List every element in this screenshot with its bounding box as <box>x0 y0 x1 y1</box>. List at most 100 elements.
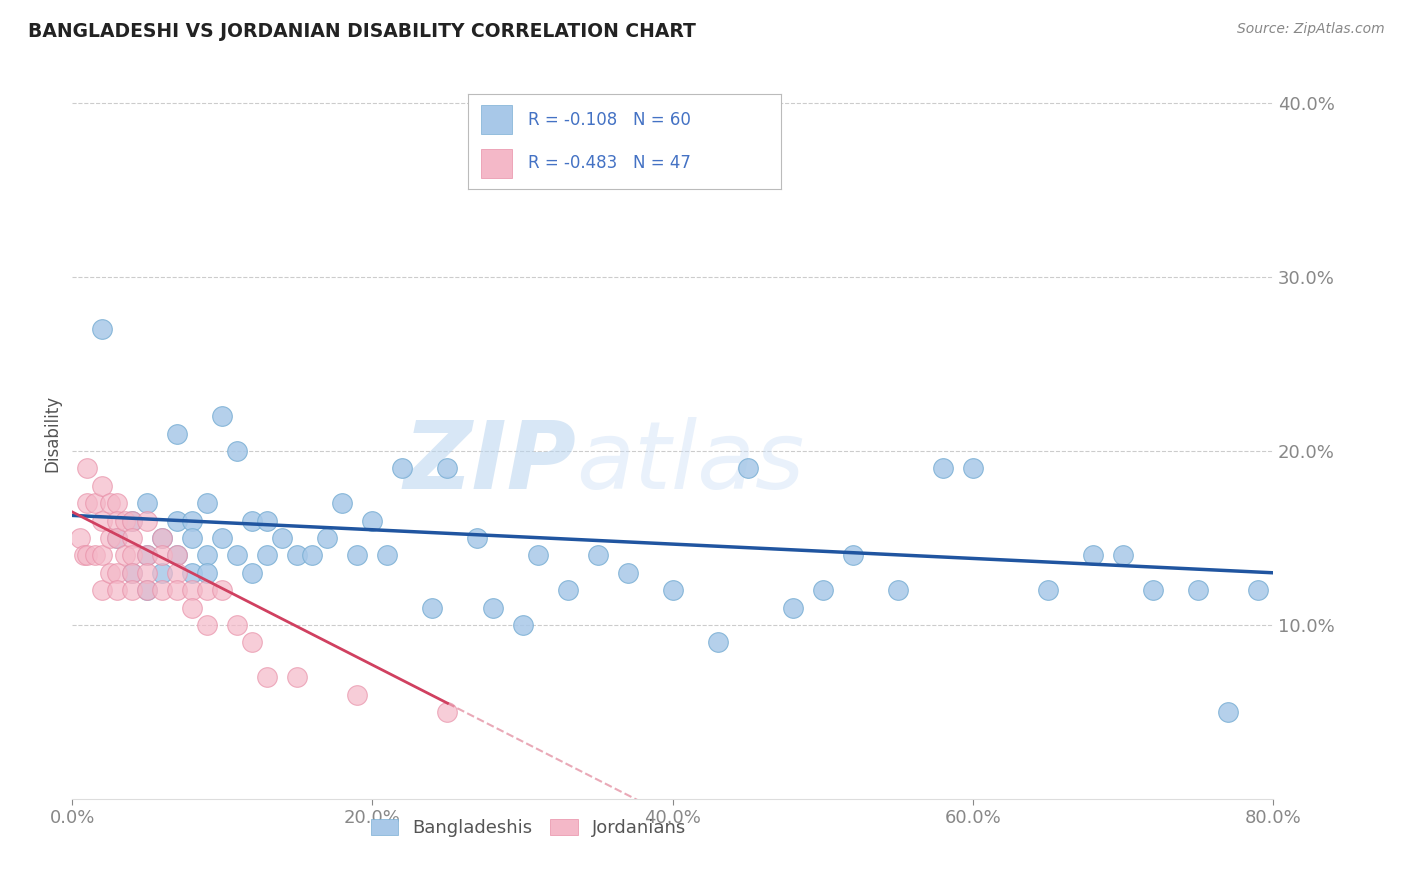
Point <box>332 496 354 510</box>
Point <box>181 583 204 598</box>
Point <box>316 531 339 545</box>
Point <box>150 583 173 598</box>
Point <box>195 618 218 632</box>
Point <box>422 600 444 615</box>
Point <box>136 496 159 510</box>
Point <box>526 549 548 563</box>
Point <box>121 549 143 563</box>
Point <box>98 496 121 510</box>
Point <box>287 670 309 684</box>
Text: Source: ZipAtlas.com: Source: ZipAtlas.com <box>1237 22 1385 37</box>
Point <box>91 549 114 563</box>
Point <box>76 496 98 510</box>
Point <box>226 618 249 632</box>
Point <box>166 583 188 598</box>
Point <box>105 583 128 598</box>
Y-axis label: Disability: Disability <box>44 395 60 472</box>
Point <box>76 461 98 475</box>
Point <box>287 549 309 563</box>
Point <box>1112 549 1135 563</box>
Point <box>240 514 263 528</box>
Point <box>195 549 218 563</box>
Text: ZIP: ZIP <box>404 417 576 509</box>
Point <box>932 461 955 475</box>
Point <box>83 549 105 563</box>
Point <box>136 566 159 580</box>
Point <box>150 549 173 563</box>
Legend: Bangladeshis, Jordanians: Bangladeshis, Jordanians <box>364 812 693 845</box>
Point <box>301 549 323 563</box>
Point <box>557 583 579 598</box>
Point <box>436 705 458 719</box>
Point <box>226 444 249 458</box>
Point <box>661 583 683 598</box>
Point <box>467 531 489 545</box>
Point <box>706 635 728 649</box>
Point <box>240 566 263 580</box>
Point <box>346 549 368 563</box>
Point <box>91 583 114 598</box>
Point <box>121 566 143 580</box>
Point <box>166 426 188 441</box>
Point <box>121 514 143 528</box>
Point <box>98 531 121 545</box>
Point <box>105 496 128 510</box>
Point <box>842 549 865 563</box>
Point <box>195 496 218 510</box>
Point <box>73 549 96 563</box>
Point <box>105 531 128 545</box>
Point <box>256 549 278 563</box>
Point <box>1187 583 1209 598</box>
Point <box>91 479 114 493</box>
Point <box>1036 583 1059 598</box>
Point <box>346 688 368 702</box>
Point <box>136 583 159 598</box>
Point <box>150 531 173 545</box>
Point <box>136 549 159 563</box>
Point <box>586 549 609 563</box>
Point <box>240 635 263 649</box>
Point <box>166 549 188 563</box>
Point <box>226 549 249 563</box>
Point <box>962 461 984 475</box>
Point <box>121 514 143 528</box>
Point <box>136 583 159 598</box>
Point <box>150 566 173 580</box>
Point <box>1081 549 1104 563</box>
Point <box>105 514 128 528</box>
Point <box>166 514 188 528</box>
Point <box>83 496 105 510</box>
Point <box>391 461 413 475</box>
Point <box>69 531 91 545</box>
Point <box>114 549 136 563</box>
Point <box>211 409 233 424</box>
Point <box>271 531 294 545</box>
Point <box>121 531 143 545</box>
Point <box>114 514 136 528</box>
Point <box>211 583 233 598</box>
Point <box>105 566 128 580</box>
Point <box>256 514 278 528</box>
Text: atlas: atlas <box>576 417 804 508</box>
Point <box>105 531 128 545</box>
Point <box>256 670 278 684</box>
Point <box>616 566 638 580</box>
Point <box>181 514 204 528</box>
Point <box>150 531 173 545</box>
Point <box>136 514 159 528</box>
Point <box>436 461 458 475</box>
Point <box>211 531 233 545</box>
Point <box>361 514 384 528</box>
Point <box>782 600 804 615</box>
Point <box>377 549 399 563</box>
Point <box>121 583 143 598</box>
Point <box>181 600 204 615</box>
Point <box>811 583 834 598</box>
Point <box>1142 583 1164 598</box>
Point <box>737 461 759 475</box>
Text: BANGLADESHI VS JORDANIAN DISABILITY CORRELATION CHART: BANGLADESHI VS JORDANIAN DISABILITY CORR… <box>28 22 696 41</box>
Point <box>136 549 159 563</box>
Point <box>481 600 503 615</box>
Point <box>166 566 188 580</box>
Point <box>1216 705 1239 719</box>
